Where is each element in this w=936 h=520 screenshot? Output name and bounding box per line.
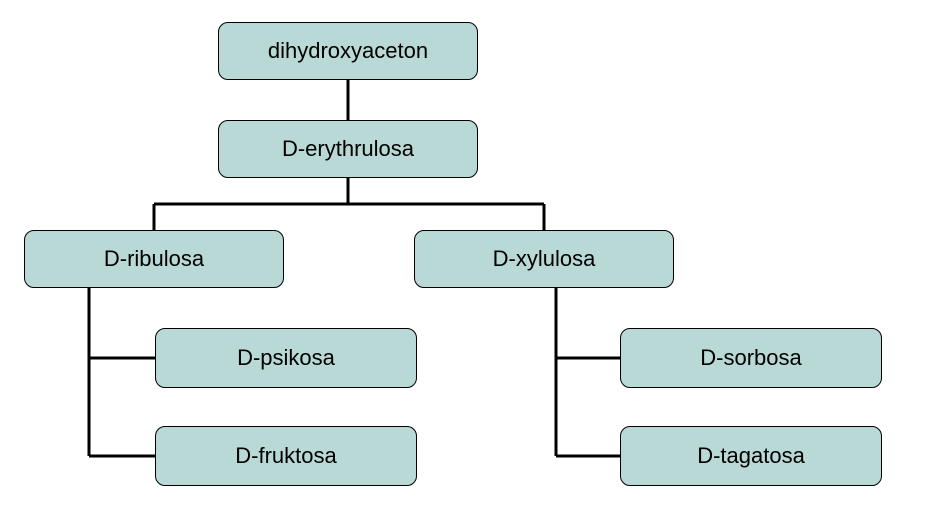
node-n1: D-erythrulosa (218, 120, 478, 178)
edge (154, 178, 544, 230)
node-label: dihydroxyaceton (268, 38, 428, 64)
edge (89, 288, 155, 456)
node-label: D-sorbosa (700, 345, 801, 371)
node-n4: D-psikosa (155, 328, 417, 388)
node-label: D-fruktosa (235, 443, 336, 469)
node-label: D-psikosa (237, 345, 335, 371)
node-n5: D-fruktosa (155, 426, 417, 486)
node-label: D-tagatosa (697, 443, 805, 469)
node-label: D-ribulosa (104, 246, 204, 272)
edge (556, 288, 620, 456)
node-label: D-erythrulosa (282, 136, 414, 162)
node-n2: D-ribulosa (24, 230, 284, 288)
node-n3: D-xylulosa (414, 230, 674, 288)
node-n7: D-tagatosa (620, 426, 882, 486)
node-label: D-xylulosa (493, 246, 596, 272)
node-n6: D-sorbosa (620, 328, 882, 388)
node-n0: dihydroxyaceton (218, 22, 478, 80)
